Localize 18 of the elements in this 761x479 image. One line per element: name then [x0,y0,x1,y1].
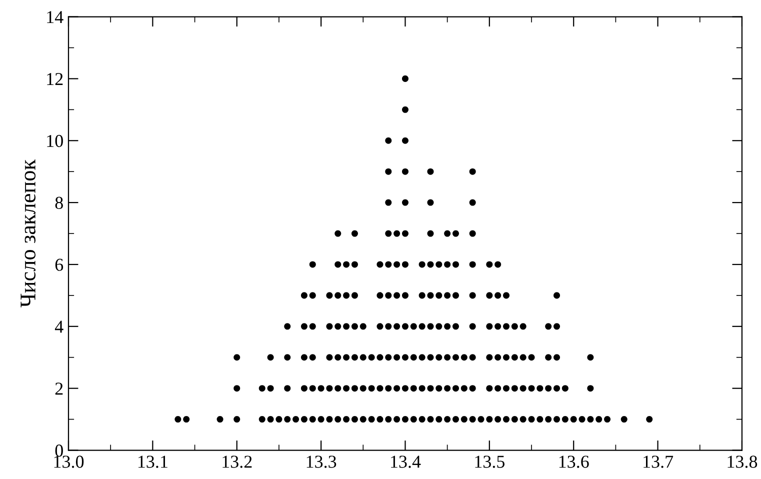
y-tick-label: 6 [55,258,64,271]
x-tick-label: 13.2 [222,456,252,468]
x-tick-label: 13.6 [559,456,589,468]
x-tick-label: 13.8 [728,456,758,468]
y-tick-label: 4 [54,320,64,333]
y-tick-label: 0 [55,444,63,457]
y-tick-label: 2 [55,382,63,395]
x-tick-label: 13.3 [306,456,336,468]
y-axis-title: Число заклепок [20,159,36,308]
y-tick-label: 14 [47,11,64,24]
x-tick-label: 13.0 [54,456,84,468]
x-tick-label: 13.5 [475,456,505,468]
y-tick-label: 12 [47,73,63,85]
x-tick-label: 13.4 [391,456,421,468]
x-tick-label: 13.1 [138,456,168,468]
y-tick-label: 10 [47,134,63,148]
x-tick-label: 13.7 [644,456,674,468]
y-tick-label: 8 [55,196,63,209]
